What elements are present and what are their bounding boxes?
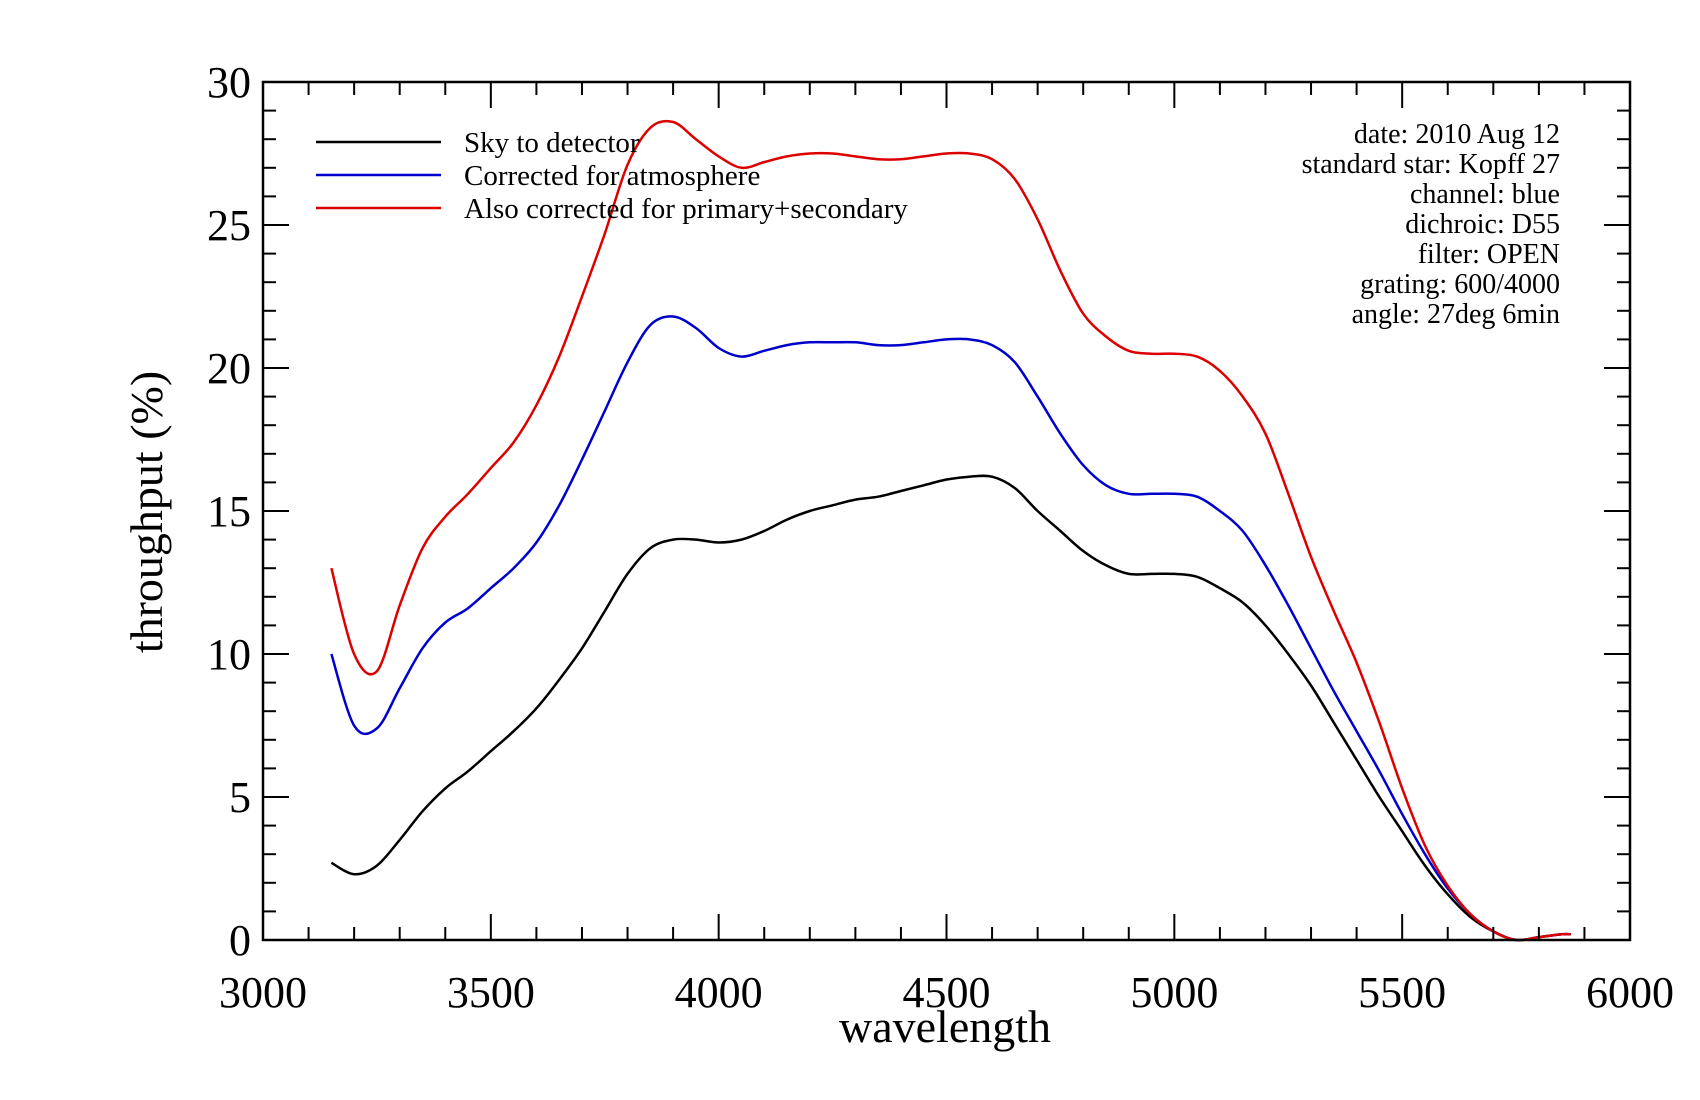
y-axis-title: throughput (%) xyxy=(121,371,172,653)
x-tick-label: 5500 xyxy=(1358,968,1446,1017)
observation-info: date: 2010 Aug 12 standard star: Kopff 2… xyxy=(1302,119,1560,330)
plot-area xyxy=(330,119,1571,942)
legend-label-atmosphere: Corrected for atmosphere xyxy=(464,160,760,192)
y-tick-label: 15 xyxy=(207,487,251,536)
y-tick-label: 5 xyxy=(229,773,251,822)
x-tick-label: 3500 xyxy=(447,968,535,1017)
y-tick-label: 30 xyxy=(207,58,251,107)
legend-label-sky: Sky to detector xyxy=(464,127,640,159)
axes: 3000 3500 4000 4500 5000 5500 6000 0 5 10 15 20 25 30 xyxy=(207,58,1674,1017)
y-tick-label: 10 xyxy=(207,630,251,679)
info-dichroic: dichroic: D55 xyxy=(1405,209,1560,240)
info-channel: channel: blue xyxy=(1410,179,1560,210)
x-tick-label: 4500 xyxy=(903,968,991,1017)
series-line-0 xyxy=(330,474,1571,942)
x-tick-label: 4000 xyxy=(675,968,763,1017)
info-angle: angle: 27deg 6min xyxy=(1352,299,1560,330)
y-tick-label: 0 xyxy=(229,916,251,965)
x-axis-title: wavelength xyxy=(839,1001,1051,1052)
y-tick-label: 20 xyxy=(207,344,251,393)
y-tick-label: 25 xyxy=(207,201,251,250)
info-filter: filter: OPEN xyxy=(1418,239,1560,270)
series-line-2 xyxy=(330,119,1571,942)
info-standard-star: standard star: Kopff 27 xyxy=(1302,149,1560,180)
info-date: date: 2010 Aug 12 xyxy=(1354,119,1560,150)
legend: Sky to detector Corrected for atmosphere… xyxy=(316,127,908,225)
legend-label-mirrors: Also corrected for primary+secondary xyxy=(464,193,908,225)
x-tick-label: 3000 xyxy=(219,968,307,1017)
x-tick-label: 5000 xyxy=(1130,968,1218,1017)
series-line-1 xyxy=(330,315,1571,942)
info-grating: grating: 600/4000 xyxy=(1360,269,1560,300)
x-tick-label: 6000 xyxy=(1586,968,1674,1017)
